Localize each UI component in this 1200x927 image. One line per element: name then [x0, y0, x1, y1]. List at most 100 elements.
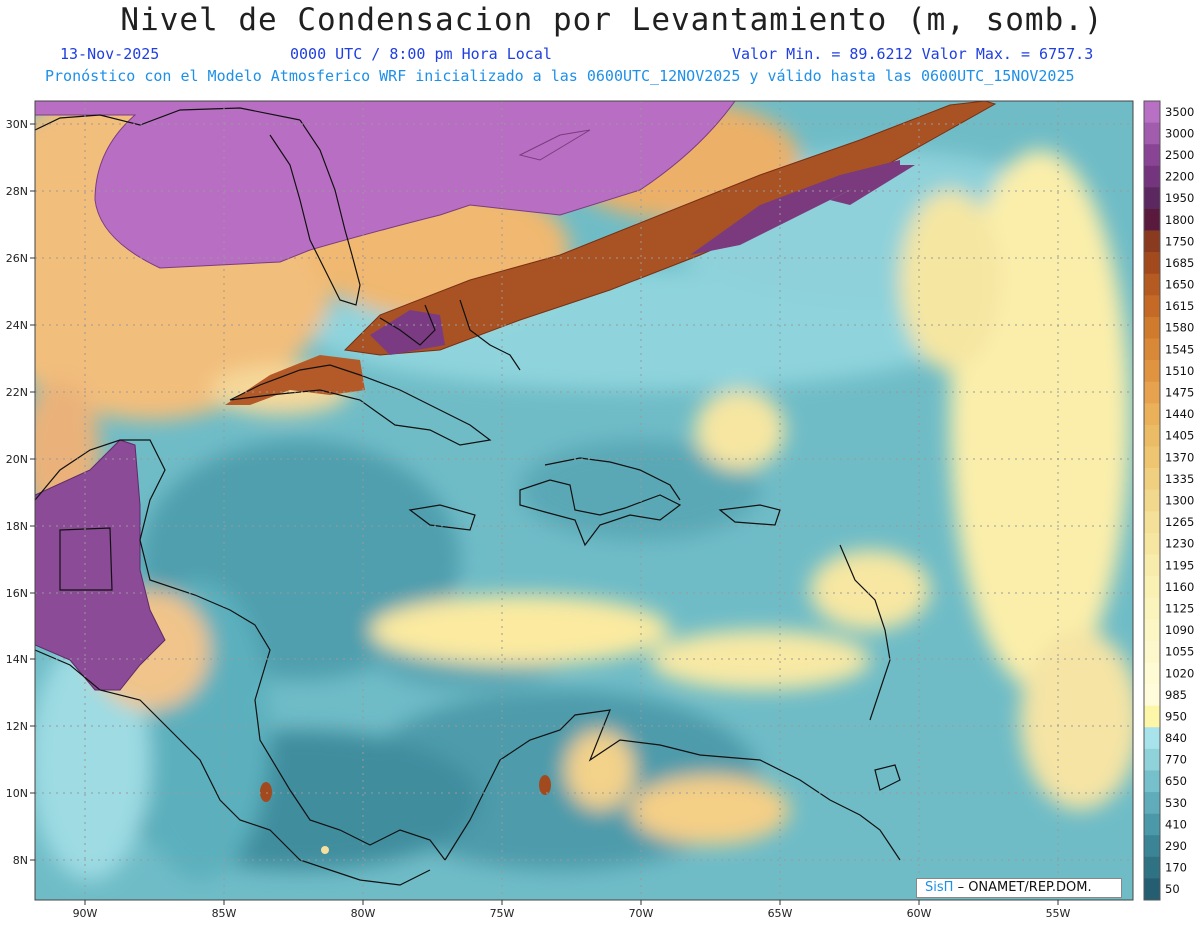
colorbar-swatch [1144, 403, 1160, 426]
colorbar-label: 290 [1165, 839, 1187, 853]
colorbar-label: 950 [1165, 709, 1187, 723]
colorbar-label: 1370 [1165, 450, 1194, 464]
lat-label: 30N [6, 118, 28, 131]
colorbar-label: 770 [1165, 753, 1187, 767]
map-title: Nivel de Condensacion por Levantamiento … [120, 2, 1104, 38]
colorbar-swatch [1144, 144, 1160, 167]
colorbar-swatch [1144, 360, 1160, 383]
colorbar-swatch [1144, 446, 1160, 469]
colorbar-swatch [1144, 230, 1160, 253]
colorbar-label: 2200 [1165, 170, 1194, 184]
lat-label: 8N [13, 854, 28, 867]
colorbar-swatch [1144, 511, 1160, 534]
colorbar-label: 650 [1165, 774, 1187, 788]
colorbar-label: 3500 [1165, 105, 1194, 119]
colorbar-label: 1160 [1165, 580, 1194, 594]
colorbar-swatch [1144, 727, 1160, 750]
colorbar-label: 1405 [1165, 429, 1194, 443]
colorbar-label: 1650 [1165, 278, 1194, 292]
colorbar-swatch [1144, 576, 1160, 598]
colorbar-label: 1475 [1165, 386, 1194, 400]
colorbar-label: 50 [1165, 882, 1180, 896]
colorbar-label: 1580 [1165, 321, 1194, 335]
colorbar-label: 2500 [1165, 148, 1194, 162]
lon-label: 65W [768, 907, 793, 920]
lat-label: 26N [6, 252, 28, 265]
colorbar-swatch [1144, 770, 1160, 793]
colorbar-label: 1020 [1165, 666, 1194, 680]
lat-label: 12N [6, 720, 28, 733]
colorbar-swatch [1144, 208, 1160, 231]
colorbar-swatch [1144, 468, 1160, 490]
lon-label: 85W [212, 907, 237, 920]
colorbar-label: 1055 [1165, 645, 1194, 659]
colorbar-label: 1230 [1165, 537, 1194, 551]
colorbar-label: 1615 [1165, 299, 1194, 313]
colorbar-label: 1090 [1165, 623, 1194, 637]
lon-label: 80W [351, 907, 376, 920]
colorbar-label: 985 [1165, 688, 1187, 702]
colorbar-swatch [1144, 878, 1160, 901]
colorbar-swatch [1144, 489, 1160, 512]
colorbar-swatch [1144, 101, 1160, 123]
colorbar-label: 1800 [1165, 213, 1194, 227]
graticule [35, 101, 1133, 900]
colorbar-swatch [1144, 165, 1160, 188]
colorbar-swatch [1144, 273, 1160, 296]
lat-label: 18N [6, 520, 28, 533]
colorbar-label: 3000 [1165, 126, 1194, 140]
lat-label: 16N [6, 587, 28, 600]
colorbar-label: 1545 [1165, 342, 1194, 356]
lon-labels: 90W 85W 80W 75W 70W 65W 60W 55W [73, 907, 1071, 920]
colorbar-label: 1950 [1165, 191, 1194, 205]
lon-label: 55W [1046, 907, 1071, 920]
colorbar-label: 1195 [1165, 558, 1194, 572]
credit-box: SisΠ – ONAMET/REP.DOM. [916, 878, 1122, 898]
lcl-field [35, 101, 1133, 900]
lat-label: 28N [6, 185, 28, 198]
colorbar-label: 1300 [1165, 494, 1194, 508]
forecast-info: Pronóstico con el Modelo Atmosferico WRF… [45, 67, 1075, 85]
colorbar-label: 530 [1165, 796, 1187, 810]
colorbar-swatch [1144, 532, 1160, 555]
colorbar-swatch [1144, 640, 1160, 663]
colorbar-label: 1265 [1165, 515, 1194, 529]
value-range: Valor Min. = 89.6212 Valor Max. = 6757.3 [732, 45, 1094, 63]
colorbar-swatch [1144, 705, 1160, 728]
colorbar-swatch [1144, 813, 1160, 836]
colorbar-swatch [1144, 295, 1160, 318]
colorbar-swatch [1144, 684, 1160, 706]
colorbar-swatch [1144, 381, 1160, 404]
lon-label: 90W [73, 907, 98, 920]
valid-time: 0000 UTC / 8:00 pm Hora Local [290, 45, 552, 63]
colorbar-swatch [1144, 597, 1160, 620]
lon-label: 70W [629, 907, 654, 920]
colorbar-swatch [1144, 748, 1160, 771]
colorbar: 3500 3000 2500 2200 1950 1800 1750 1685 1650 1615… [1143, 100, 1194, 901]
colorbar-label: 1335 [1165, 472, 1194, 486]
colorbar-swatch [1144, 338, 1160, 361]
brand-logo: SisΠ [925, 880, 954, 895]
map-frame [34, 100, 1134, 901]
colorbar-swatch [1144, 424, 1160, 447]
axis-ticks [30, 123, 1059, 905]
colorbar-swatch [1144, 316, 1160, 339]
colorbar-label: 1440 [1165, 407, 1194, 421]
coastlines [35, 107, 901, 886]
colorbar-swatch [1144, 187, 1160, 210]
colorbar-swatch [1144, 792, 1160, 814]
colorbar-label: 1685 [1165, 256, 1194, 270]
colorbar-label: 410 [1165, 817, 1187, 831]
lat-label: 24N [6, 319, 28, 332]
colorbar-frame [1143, 100, 1161, 901]
colorbar-swatch [1144, 554, 1160, 577]
credit-org: – ONAMET/REP.DOM. [957, 880, 1092, 895]
lat-label: 22N [6, 386, 28, 399]
colorbar-swatch [1144, 252, 1160, 275]
colorbar-swatch [1144, 619, 1160, 642]
colorbar-swatch [1144, 662, 1160, 685]
lat-label: 10N [6, 787, 28, 800]
colorbar-swatch [1144, 122, 1160, 145]
lat-labels: 30N 28N 26N 24N 22N 20N 18N 16N 14N 12N … [6, 118, 28, 867]
